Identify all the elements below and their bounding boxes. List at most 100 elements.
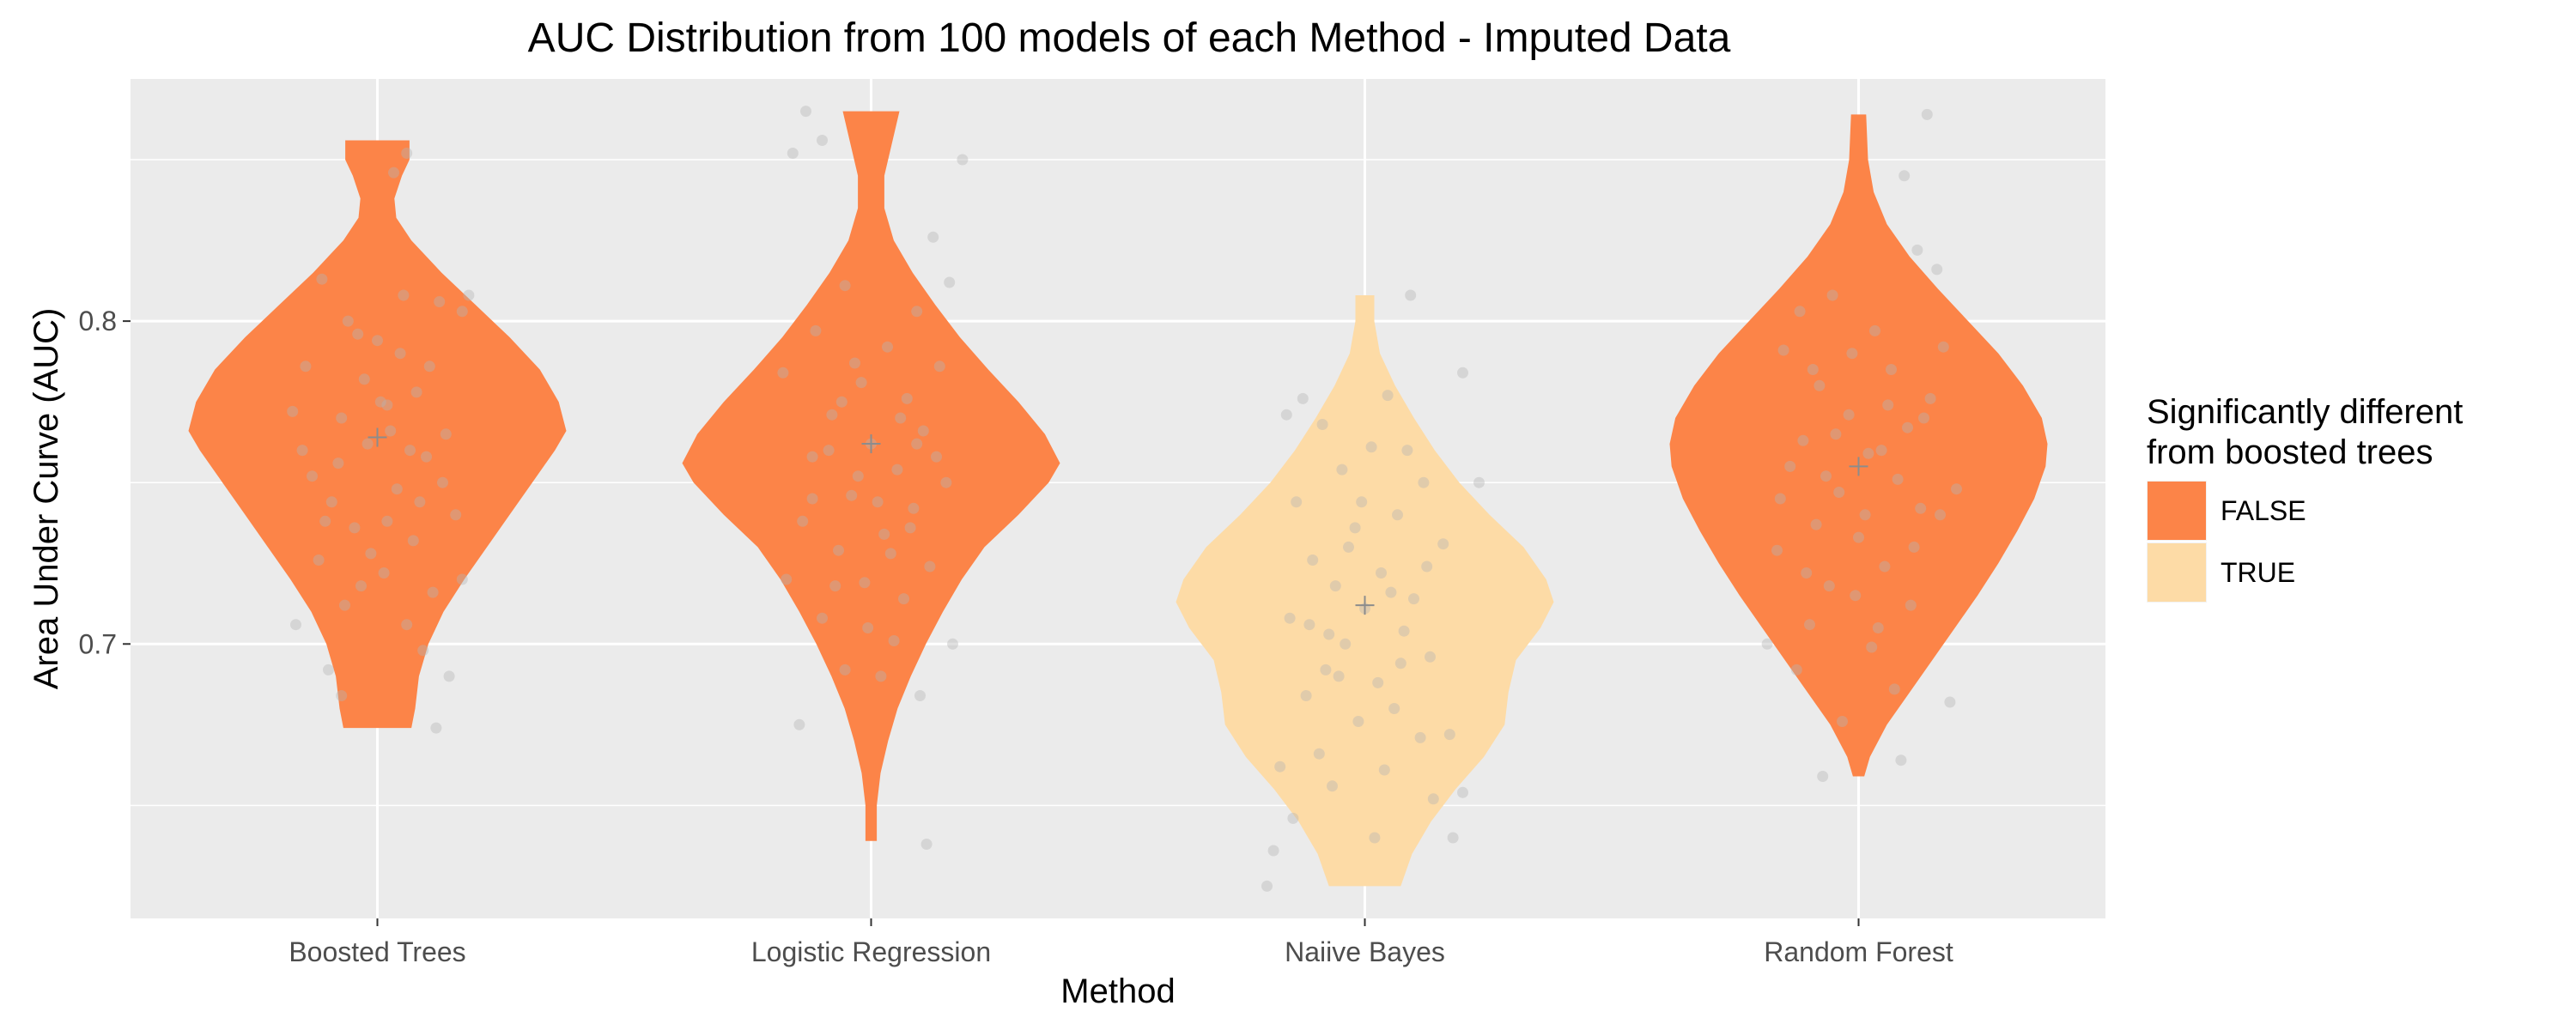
point-2-27 xyxy=(1313,748,1325,760)
point-3-43 xyxy=(1801,567,1813,579)
point-2-5 xyxy=(1365,441,1377,453)
point-3-38 xyxy=(1820,470,1832,482)
point-3-21 xyxy=(1771,544,1783,556)
point-3-17 xyxy=(1833,487,1845,498)
mean-marker-1 xyxy=(861,434,881,454)
point-3-36 xyxy=(1846,348,1858,360)
point-0-45 xyxy=(355,580,367,592)
point-1-17 xyxy=(846,489,858,501)
point-2-10 xyxy=(1349,522,1361,534)
point-1-28 xyxy=(914,690,926,701)
point-1-49 xyxy=(829,580,841,592)
point-1-34 xyxy=(849,357,860,369)
point-3-13 xyxy=(1797,434,1809,446)
point-2-36 xyxy=(1447,832,1459,844)
point-1-44 xyxy=(911,438,923,450)
point-0-40 xyxy=(456,573,468,585)
point-0-7 xyxy=(381,399,393,411)
point-0-43 xyxy=(287,405,299,417)
point-3-28 xyxy=(1888,683,1900,695)
point-2-31 xyxy=(1287,812,1299,824)
point-2-2 xyxy=(1382,390,1394,402)
point-0-10 xyxy=(361,438,374,450)
point-1-11 xyxy=(826,409,838,421)
point-0-30 xyxy=(388,167,399,179)
point-0-13 xyxy=(391,483,403,495)
point-2-33 xyxy=(1457,786,1468,798)
mean-markers xyxy=(368,427,1868,615)
point-3-8 xyxy=(1886,364,1897,375)
point-0-4 xyxy=(456,306,468,318)
mean-marker-3 xyxy=(1849,457,1868,476)
point-3-6 xyxy=(1869,324,1880,336)
point-2-7 xyxy=(1418,476,1430,488)
point-1-43 xyxy=(806,493,818,505)
point-0-17 xyxy=(407,535,419,547)
point-0-20 xyxy=(427,586,439,598)
legend-entry-false: FALSE xyxy=(2147,481,2306,541)
point-0-42 xyxy=(463,289,475,301)
point-0-15 xyxy=(450,509,462,521)
point-2-30 xyxy=(1427,793,1439,805)
point-2-17 xyxy=(1284,612,1296,624)
point-2-9 xyxy=(1392,509,1403,521)
point-0-2 xyxy=(434,296,446,307)
point-1-32 xyxy=(781,573,793,585)
point-2-21 xyxy=(1320,663,1332,676)
point-1-40 xyxy=(931,451,942,463)
point-2-37 xyxy=(1473,476,1485,488)
point-1-46 xyxy=(875,670,887,682)
point-1-29 xyxy=(793,718,805,730)
y-axis: 0.7 0.8 xyxy=(79,306,131,659)
point-3-14 xyxy=(1862,447,1874,459)
point-3-39 xyxy=(1859,509,1871,521)
point-1-48 xyxy=(944,276,956,288)
point-2-14 xyxy=(1329,580,1341,592)
point-1-8 xyxy=(933,360,945,373)
point-1-12 xyxy=(917,425,929,437)
x-tick-label-1: Logistic Regression xyxy=(751,936,991,967)
point-0-47 xyxy=(319,515,331,527)
point-0-18 xyxy=(313,554,325,566)
point-0-49 xyxy=(374,396,386,408)
jitter-points xyxy=(287,106,1962,892)
point-3-25 xyxy=(1804,619,1815,631)
point-0-9 xyxy=(440,428,452,440)
point-2-11 xyxy=(1437,538,1449,550)
point-3-22 xyxy=(1879,560,1891,573)
point-3-44 xyxy=(1918,412,1929,424)
point-1-31 xyxy=(947,638,958,650)
point-2-47 xyxy=(1274,760,1286,772)
point-2-40 xyxy=(1385,586,1397,598)
point-0-38 xyxy=(332,457,344,470)
point-3-7 xyxy=(1777,344,1789,356)
point-3-37 xyxy=(1875,445,1887,457)
point-1-7 xyxy=(882,341,893,353)
point-2-32 xyxy=(1369,832,1381,844)
point-1-9 xyxy=(855,377,867,389)
point-3-2 xyxy=(1911,244,1923,256)
point-1-16 xyxy=(940,476,952,488)
point-0-39 xyxy=(423,360,435,373)
point-1-5 xyxy=(911,306,923,318)
point-3-31 xyxy=(1817,771,1829,782)
point-2-42 xyxy=(1394,657,1406,670)
point-2-45 xyxy=(1356,496,1368,508)
point-1-35 xyxy=(895,412,907,424)
chart-title: AUC Distribution from 100 models of each… xyxy=(528,15,1731,61)
point-0-19 xyxy=(378,567,390,579)
point-0-46 xyxy=(385,425,397,437)
mean-marker-2 xyxy=(1355,596,1375,615)
point-2-20 xyxy=(1425,651,1436,663)
point-0-44 xyxy=(414,496,426,508)
point-0-35 xyxy=(381,515,393,527)
point-0-14 xyxy=(325,496,337,508)
point-3-33 xyxy=(1951,483,1962,495)
point-2-8 xyxy=(1291,496,1303,508)
point-1-30 xyxy=(920,839,933,850)
point-2-0 xyxy=(1297,392,1309,404)
point-2-12 xyxy=(1307,554,1319,566)
point-3-11 xyxy=(1843,409,1855,421)
point-0-3 xyxy=(352,328,364,340)
